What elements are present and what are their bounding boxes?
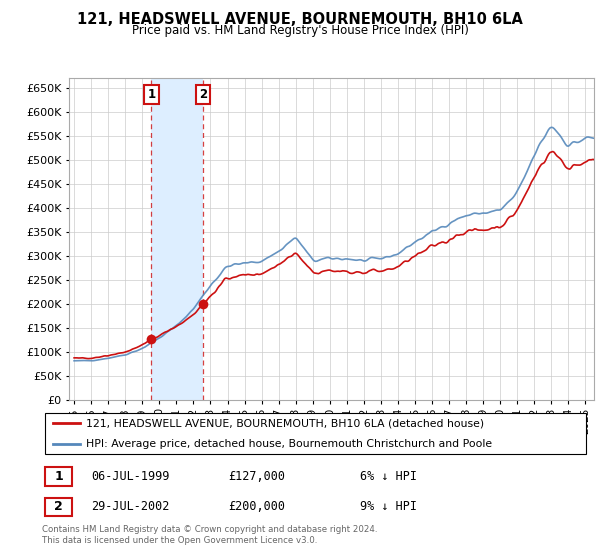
- Text: 06-JUL-1999: 06-JUL-1999: [91, 470, 170, 483]
- Text: 29-JUL-2002: 29-JUL-2002: [91, 500, 170, 514]
- Text: £200,000: £200,000: [229, 500, 286, 514]
- Text: 6% ↓ HPI: 6% ↓ HPI: [361, 470, 418, 483]
- Text: 2: 2: [54, 500, 63, 514]
- Text: 1: 1: [54, 470, 63, 483]
- Bar: [45, 498, 72, 516]
- Text: Contains HM Land Registry data © Crown copyright and database right 2024.
This d: Contains HM Land Registry data © Crown c…: [42, 525, 377, 545]
- Text: £127,000: £127,000: [229, 470, 286, 483]
- Text: Price paid vs. HM Land Registry's House Price Index (HPI): Price paid vs. HM Land Registry's House …: [131, 24, 469, 37]
- Text: HPI: Average price, detached house, Bournemouth Christchurch and Poole: HPI: Average price, detached house, Bour…: [86, 440, 492, 450]
- Text: 2: 2: [199, 88, 207, 101]
- Bar: [45, 468, 72, 486]
- Text: 121, HEADSWELL AVENUE, BOURNEMOUTH, BH10 6LA: 121, HEADSWELL AVENUE, BOURNEMOUTH, BH10…: [77, 12, 523, 27]
- Text: 1: 1: [148, 88, 155, 101]
- Text: 121, HEADSWELL AVENUE, BOURNEMOUTH, BH10 6LA (detached house): 121, HEADSWELL AVENUE, BOURNEMOUTH, BH10…: [86, 418, 484, 428]
- Text: 9% ↓ HPI: 9% ↓ HPI: [361, 500, 418, 514]
- Bar: [151, 78, 203, 400]
